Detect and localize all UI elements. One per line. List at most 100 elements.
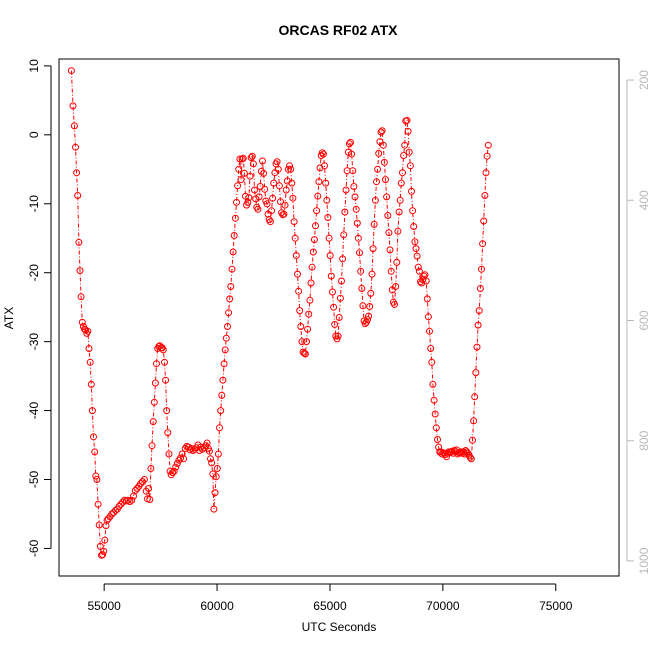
atx-point (430, 396, 438, 404)
atx-point (252, 195, 260, 203)
right-y-tick-label: 600 (637, 310, 650, 330)
atx-point (100, 547, 108, 555)
atx-point (228, 265, 236, 273)
atx-point (329, 288, 336, 296)
y-axis: -60 -50 -40 -30 -20 -10 0 10 (27, 59, 52, 557)
atx-point (364, 316, 371, 324)
atx-point (291, 234, 299, 242)
atx-point (87, 380, 95, 388)
atx-point (289, 194, 297, 202)
atx-point (322, 179, 330, 187)
y-tick-label: 10 (27, 59, 41, 73)
atx-point (345, 140, 353, 148)
atx-point (318, 149, 326, 157)
atx-point (77, 293, 85, 301)
atx-point (212, 473, 220, 481)
atx-point (330, 303, 338, 311)
atx-point (115, 502, 123, 510)
y-axis-label: ATX (2, 307, 16, 329)
atx-point (221, 346, 229, 354)
right-y-axis: 200 400 600 800 1000 (626, 70, 650, 574)
x-axis: 55000 60000 65000 70000 75000 (87, 583, 573, 613)
atx-point (406, 162, 414, 170)
atx-point (428, 358, 436, 366)
atx-point (370, 220, 378, 228)
atx-point (378, 127, 386, 135)
atx-point (126, 498, 134, 506)
atx-point (263, 200, 271, 208)
atx-point (95, 521, 103, 529)
atx-point (231, 214, 239, 222)
atx-point (432, 424, 440, 432)
atx-point (140, 476, 148, 483)
atx-point (475, 307, 483, 315)
atx-point (90, 433, 97, 441)
atx-point (473, 343, 481, 351)
atx-point (385, 229, 393, 237)
atx-point (479, 240, 487, 248)
atx-point (354, 234, 362, 242)
atx-point (280, 210, 288, 218)
atx-point (242, 192, 249, 200)
atx-point (255, 193, 263, 201)
atx-point (384, 212, 392, 219)
atx-point (274, 165, 282, 173)
atx-point (338, 277, 345, 285)
atx-point (224, 323, 231, 330)
atx-point (471, 393, 479, 401)
atx-point (197, 443, 205, 451)
atx-point (163, 407, 171, 415)
atx-point (88, 407, 96, 415)
atx-point (86, 358, 94, 366)
atx-point (305, 310, 313, 318)
atx-point (339, 255, 347, 263)
atx-point (353, 219, 361, 227)
atx-point (279, 211, 287, 219)
atx-point (216, 424, 223, 432)
atx-point (260, 169, 268, 177)
atx-point (205, 447, 213, 455)
atx-point (359, 302, 367, 310)
atx-point (283, 177, 291, 185)
atx-point (391, 300, 398, 308)
y-tick-label: -20 (27, 264, 41, 282)
atx-point (72, 143, 79, 151)
atx-point (172, 463, 180, 471)
atx-point (413, 252, 421, 260)
atx-point (401, 141, 409, 149)
atx-point (151, 379, 159, 387)
atx-point (233, 198, 240, 206)
atx-point (229, 248, 237, 256)
atx-point (466, 453, 474, 461)
atx-point (295, 287, 303, 295)
atx-point (148, 442, 156, 450)
atx-point (150, 398, 158, 406)
atx-point (222, 334, 230, 342)
atx-point (259, 157, 266, 165)
atx-point (139, 478, 146, 486)
atx-point (397, 179, 405, 187)
atx-point (230, 232, 238, 239)
atx-point (177, 454, 184, 462)
atx-point (352, 205, 360, 213)
atx-point (153, 360, 160, 368)
atx-point (210, 505, 218, 513)
atx-point (84, 327, 92, 335)
atx-point (414, 263, 422, 271)
atx-point (239, 154, 247, 162)
atx-point (137, 480, 145, 488)
atx-point (396, 196, 404, 204)
atx-point (394, 227, 402, 235)
atx-point (170, 467, 178, 475)
atx-point (467, 455, 475, 463)
atx-point (74, 192, 82, 199)
atx-point (282, 186, 290, 194)
atx-point (349, 167, 357, 175)
atx-point (336, 294, 344, 302)
atx-point (319, 150, 327, 158)
atx-point (281, 201, 289, 209)
atx-point (213, 465, 221, 472)
atx-point (269, 194, 277, 202)
atx-series (67, 67, 492, 559)
atx-point (357, 267, 365, 275)
